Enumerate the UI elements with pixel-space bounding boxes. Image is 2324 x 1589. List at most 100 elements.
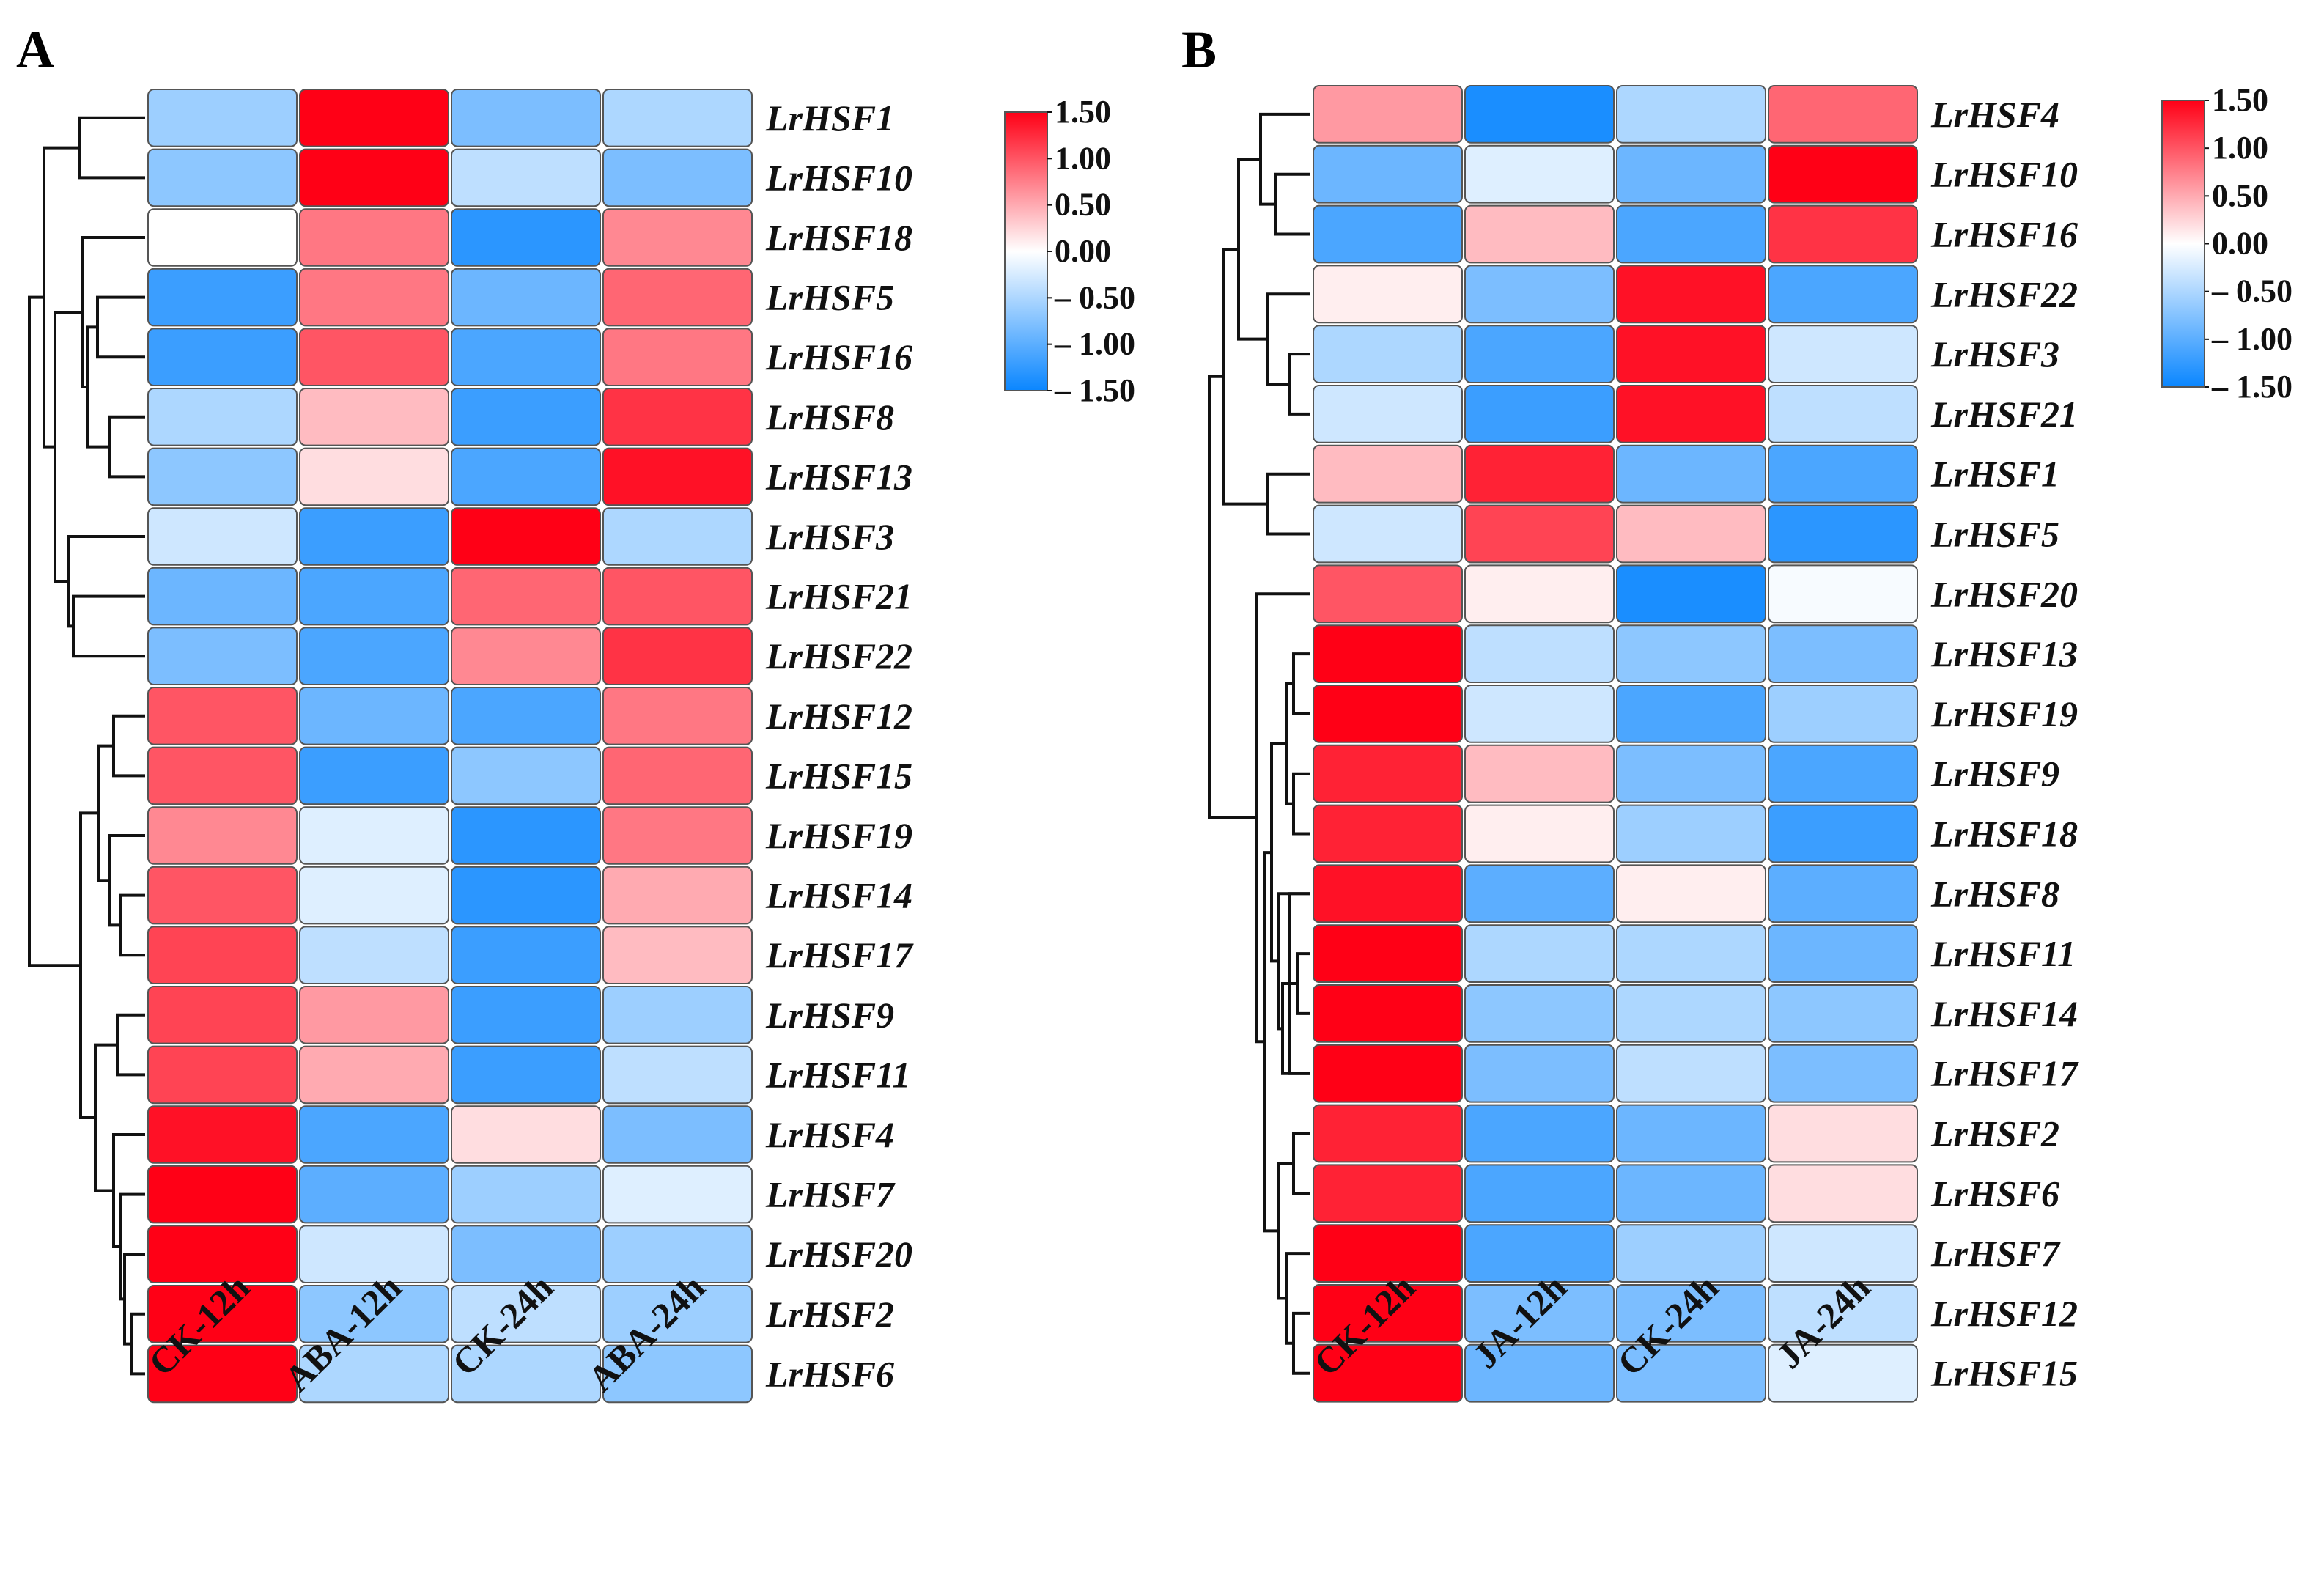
row-label: LrHSF14 bbox=[1930, 993, 2078, 1034]
heatmap-cell bbox=[1616, 864, 1766, 923]
heatmap-cell bbox=[299, 148, 449, 207]
row-label: LrHSF19 bbox=[1930, 693, 2078, 734]
heatmap-cell bbox=[1616, 804, 1766, 863]
heatmap-cell bbox=[299, 388, 449, 446]
heatmap-cell bbox=[299, 1045, 449, 1105]
heatmap-cell bbox=[451, 986, 601, 1044]
heatmap-cell bbox=[451, 1225, 601, 1284]
heatmap-cell bbox=[1313, 1164, 1463, 1223]
row-label: LrHSF8 bbox=[765, 397, 894, 438]
heatmap-cell bbox=[147, 1344, 298, 1404]
dendrogram-branch bbox=[1266, 472, 1310, 536]
row-label: LrHSF6 bbox=[1930, 1173, 2059, 1214]
heatmap-cell bbox=[147, 866, 298, 925]
heatmap-cell bbox=[602, 268, 753, 327]
heatmap-cell bbox=[1464, 564, 1615, 624]
heatmap-cell bbox=[1768, 1284, 1918, 1343]
heatmap-cell bbox=[1616, 685, 1766, 743]
row-label: LrHSF18 bbox=[1930, 814, 2078, 855]
heatmap-cell bbox=[1768, 744, 1918, 803]
heatmap-cell bbox=[1313, 1104, 1463, 1163]
colorbar-tick-label: 1.00 bbox=[2212, 130, 2268, 166]
heatmap-cell bbox=[451, 926, 601, 985]
heatmap-cell bbox=[1313, 804, 1463, 863]
heatmap-cell bbox=[1464, 685, 1615, 743]
heatmap-cell bbox=[451, 148, 601, 207]
heatmap-cell bbox=[147, 1165, 298, 1224]
heatmap-cell bbox=[1616, 144, 1766, 204]
heatmap-cell bbox=[1768, 85, 1918, 144]
heatmap-cell bbox=[299, 567, 449, 626]
dendrogram-branch bbox=[1208, 375, 1257, 819]
heatmap-cell bbox=[1768, 325, 1918, 384]
heatmap-cell bbox=[602, 208, 753, 267]
row-label: LrHSF4 bbox=[765, 1114, 894, 1155]
dendrogram-branch bbox=[108, 834, 145, 927]
heatmap-panel-a: A LrHSF1LrHSF10LrHSF18LrHSF5LrHSF16LrHSF… bbox=[16, 21, 1135, 1404]
heatmap-cell bbox=[147, 1105, 298, 1164]
heatmap-cell bbox=[147, 926, 298, 985]
row-label: LrHSF7 bbox=[1930, 1233, 2061, 1274]
heatmap-cell bbox=[451, 1285, 601, 1343]
row-label: LrHSF13 bbox=[765, 456, 912, 497]
heatmap-cell bbox=[451, 268, 601, 327]
heatmap-cell bbox=[602, 507, 753, 566]
row-labels-b: LrHSF4 LrHSF10 LrHSF16 LrHSF22 LrHSF3 LrHSF21… bbox=[1930, 94, 2079, 1394]
dendrogram-branch bbox=[1222, 247, 1268, 506]
heatmap-cell bbox=[299, 926, 449, 985]
heatmap-cell bbox=[602, 1105, 753, 1164]
heatmap-cell bbox=[1616, 325, 1766, 384]
heatmap-cell bbox=[147, 1285, 298, 1343]
row-label: LrHSF18 bbox=[765, 217, 912, 258]
heatmap-cell bbox=[1768, 924, 1918, 983]
heatmap-cell bbox=[1464, 85, 1615, 144]
heatmap-cell bbox=[1768, 984, 1918, 1043]
row-label: LrHSF3 bbox=[1930, 333, 2059, 375]
colorbar-tick-label: – 1.50 bbox=[1054, 372, 1135, 408]
heatmap-cell bbox=[602, 388, 753, 446]
heatmap-cell bbox=[1464, 1343, 1615, 1403]
row-label: LrHSF5 bbox=[1930, 514, 2059, 555]
row-label: LrHSF9 bbox=[1930, 753, 2059, 794]
heatmap-cell bbox=[451, 507, 601, 566]
heatmap-cell bbox=[1464, 1284, 1615, 1343]
dendrogram-b bbox=[1208, 112, 1310, 1375]
heatmap-cell bbox=[1313, 744, 1463, 803]
heatmap-cell bbox=[451, 687, 601, 745]
heatmap-cell bbox=[451, 388, 601, 446]
heatmap-cell bbox=[1313, 864, 1463, 923]
row-label: LrHSF19 bbox=[765, 815, 912, 856]
row-label: LrHSF22 bbox=[1930, 273, 2078, 314]
heatmap-cell bbox=[147, 567, 298, 626]
heatmap-cell bbox=[147, 89, 298, 147]
dendrogram-branch bbox=[1292, 1132, 1310, 1195]
panel-label-b: B bbox=[1181, 21, 1217, 79]
heatmap-cell bbox=[1313, 564, 1463, 624]
heatmap-cell bbox=[1464, 444, 1615, 504]
heatmap-cell bbox=[451, 1105, 601, 1164]
heatmap-cell bbox=[1464, 984, 1615, 1043]
row-label: LrHSF14 bbox=[765, 875, 912, 916]
colorbar-tick-label: – 1.50 bbox=[2211, 369, 2292, 405]
heatmap-cell bbox=[299, 1285, 449, 1343]
dendrogram-branch bbox=[1285, 1252, 1310, 1345]
heatmap-cell bbox=[1313, 1224, 1463, 1283]
heatmap-cell bbox=[1768, 564, 1918, 624]
heatmap-cell bbox=[299, 328, 449, 386]
heatmap-cell bbox=[602, 1045, 753, 1105]
heatmap-cell bbox=[1768, 444, 1918, 504]
row-label: LrHSF8 bbox=[1930, 873, 2059, 914]
heatmap-cell bbox=[602, 627, 753, 686]
heatmap-cell bbox=[1616, 564, 1766, 624]
heatmap-cell bbox=[299, 507, 449, 566]
colorbar-tick-label: – 0.50 bbox=[1054, 279, 1135, 315]
heatmap-cell bbox=[147, 148, 298, 207]
heatmap-cell bbox=[451, 89, 601, 147]
heatmap-cell bbox=[1768, 1343, 1918, 1403]
row-label: LrHSF17 bbox=[765, 934, 914, 976]
heatmap-cell bbox=[451, 208, 601, 267]
heatmap-cells-b bbox=[1313, 85, 1918, 1403]
heatmap-cell bbox=[299, 687, 449, 745]
dendrogram-branch bbox=[116, 1013, 145, 1077]
